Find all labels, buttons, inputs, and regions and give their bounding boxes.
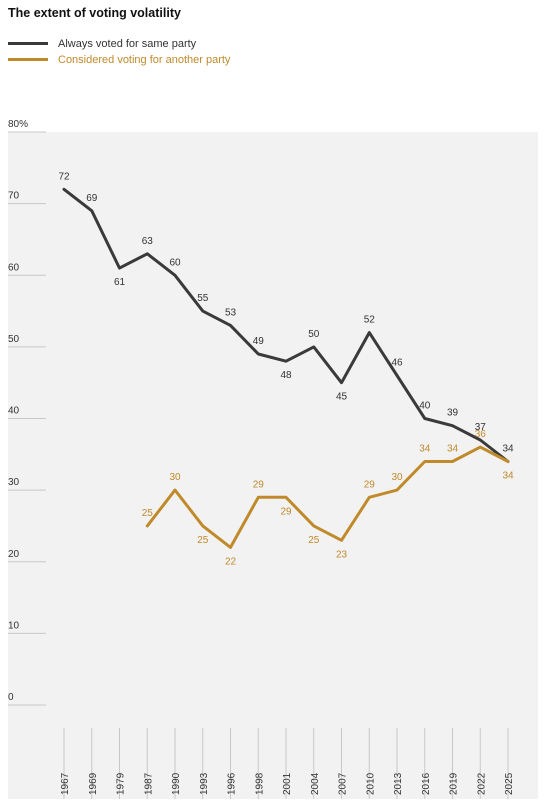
data-label: 22 [225, 556, 237, 567]
data-label: 25 [308, 535, 320, 546]
legend-item-considered: Considered voting for another party [8, 52, 230, 67]
x-tick-label: 1967 [60, 772, 71, 795]
data-label: 25 [142, 508, 154, 519]
data-label: 69 [86, 193, 98, 204]
data-label: 39 [447, 408, 459, 419]
legend-item-always: Always voted for same party [8, 36, 230, 51]
data-label: 61 [114, 277, 126, 288]
legend-label-always: Always voted for same party [58, 37, 197, 50]
data-label: 36 [475, 429, 487, 440]
y-tick-label: 60 [8, 262, 20, 273]
chart-title: The extent of voting volatility [8, 6, 181, 20]
data-label: 72 [58, 171, 70, 182]
data-label: 53 [225, 307, 237, 318]
data-label: 37 [475, 422, 487, 433]
data-label: 34 [419, 443, 431, 454]
data-label: 25 [197, 535, 209, 546]
legend-swatch-considered [8, 58, 48, 61]
data-label: 29 [280, 506, 292, 517]
x-tick-label: 1987 [143, 772, 154, 795]
data-label: 30 [391, 472, 403, 483]
x-tick-label: 1979 [116, 772, 127, 795]
y-tick-label: 20 [8, 549, 20, 560]
data-label: 45 [336, 392, 348, 403]
series-line-considered [145, 445, 510, 549]
x-tick-label: 2019 [449, 772, 460, 795]
x-tick-label: 1969 [88, 772, 99, 795]
y-tick-label: 50 [8, 334, 20, 345]
x-tick-label: 2010 [365, 772, 376, 795]
data-label: 23 [336, 549, 348, 560]
data-label: 52 [364, 315, 376, 326]
data-label: 50 [308, 329, 320, 340]
data-label: 34 [502, 470, 514, 481]
y-tick-label: 40 [8, 406, 20, 417]
data-label: 30 [169, 472, 181, 483]
y-tick-label: 30 [8, 477, 20, 488]
plot-background [8, 132, 538, 799]
data-label: 29 [364, 479, 376, 490]
x-tick-label: 1996 [227, 772, 238, 795]
data-label: 34 [502, 443, 514, 454]
x-tick-label: 2007 [338, 772, 349, 795]
x-tick-label: 2022 [476, 772, 487, 795]
x-tick-label: 2025 [504, 772, 515, 795]
data-label: 29 [253, 479, 265, 490]
x-tick-label: 2013 [393, 772, 404, 795]
x-tick-label: 1993 [199, 772, 210, 795]
x-tick-label: 1990 [171, 772, 182, 795]
data-label: 63 [142, 236, 154, 247]
y-tick-label: 0 [8, 692, 14, 703]
data-label: 60 [169, 257, 181, 268]
data-label: 46 [391, 358, 403, 369]
x-tick-label: 1998 [254, 772, 265, 795]
x-tick-label: 2001 [282, 772, 293, 795]
series-line-always [62, 187, 510, 463]
data-label: 55 [197, 293, 209, 304]
data-label: 48 [280, 370, 292, 381]
legend-swatch-always [8, 42, 48, 45]
x-tick-label: 2016 [421, 772, 432, 795]
data-label: 40 [419, 401, 431, 412]
y-tick-label: 10 [8, 620, 20, 631]
x-tick-label: 2004 [310, 772, 321, 795]
y-tick-label: 80% [8, 119, 28, 130]
data-label: 34 [447, 443, 459, 454]
legend-label-considered: Considered voting for another party [58, 53, 231, 66]
data-label: 49 [253, 336, 265, 347]
y-tick-label: 70 [8, 191, 20, 202]
chart-legend: Always voted for same party Considered v… [8, 36, 230, 68]
